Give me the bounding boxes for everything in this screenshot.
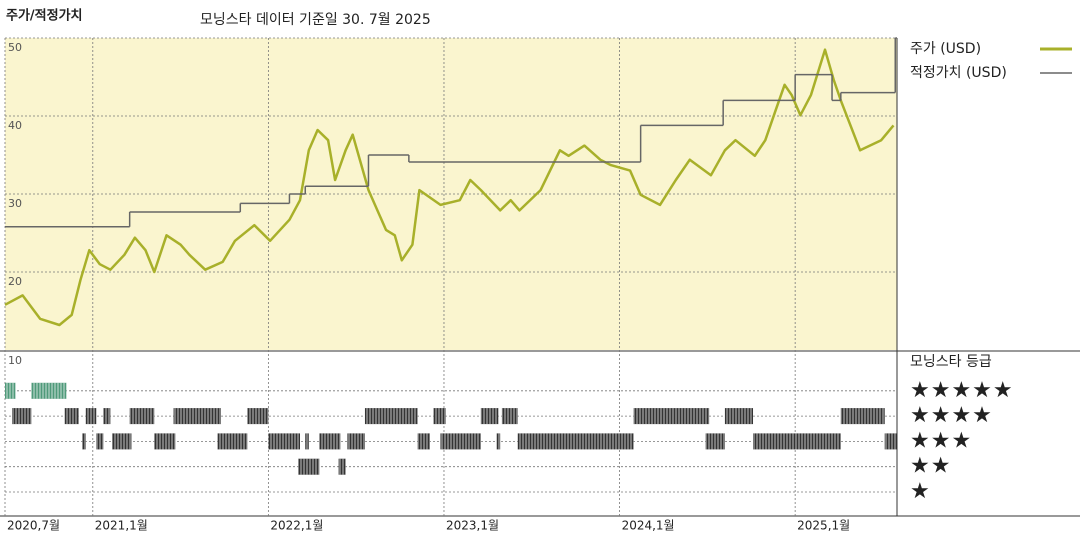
y-tick-label: 20	[8, 275, 22, 288]
rating-bar-hatch	[440, 433, 481, 450]
rating-bar-hatch	[753, 433, 841, 450]
rating-bar-hatch	[433, 408, 446, 425]
x-tick-label: 2024,1월	[622, 519, 675, 533]
rating-bar-hatch	[154, 433, 176, 450]
rating-bar-hatch	[12, 408, 32, 425]
x-tick-label: 2023,1월	[446, 519, 499, 533]
price-line	[4, 48, 895, 327]
y-tick-label: 30	[8, 197, 22, 210]
rating-bar-hatch	[724, 408, 754, 425]
rating-bar-hatch	[417, 433, 430, 450]
rating-bar-hatch	[31, 382, 67, 399]
rating-bar-hatch	[319, 433, 341, 450]
rating-bar-hatch	[298, 458, 320, 475]
y-tick-label: 50	[8, 41, 22, 54]
rating-bar-hatch	[347, 433, 365, 450]
rating-bar-hatch	[217, 433, 248, 450]
rating-bar-hatch	[268, 433, 300, 450]
rating-bar-hatch	[82, 433, 86, 450]
rating-bar-hatch	[884, 433, 897, 450]
rating-bar-hatch	[173, 408, 221, 425]
rating-bar-hatch	[305, 433, 309, 450]
rating-bar-hatch	[64, 408, 79, 425]
rating-bar-hatch	[129, 408, 155, 425]
rating-bar-hatch	[496, 433, 501, 450]
legend-label: 적정가치 (USD)	[910, 65, 1007, 81]
legend-label: 주가 (USD)	[910, 41, 981, 57]
rating-bar-hatch	[705, 433, 725, 450]
rating-label: ★★	[910, 454, 951, 479]
rating-bar-hatch	[85, 408, 97, 425]
rating-title: 모닝스타 등급	[910, 354, 992, 370]
rating-bar-hatch	[247, 408, 269, 425]
rating-label: ★	[910, 479, 931, 504]
rating-bar-hatch	[338, 458, 346, 475]
x-tick-label: 2020,7월	[7, 519, 60, 533]
chart-title: 주가/적정가치	[6, 8, 83, 24]
rating-bar-hatch	[5, 382, 16, 399]
x-tick-label: 2025,1월	[797, 519, 850, 533]
y-tick-label: 40	[8, 119, 22, 132]
rating-bar-hatch	[96, 433, 104, 450]
rating-bar-hatch	[633, 408, 710, 425]
rating-bar-hatch	[501, 408, 518, 425]
rating-bar-hatch	[364, 408, 418, 425]
rating-bar-hatch	[840, 408, 885, 425]
rating-bar-hatch	[112, 433, 132, 450]
rating-bar-hatch	[480, 408, 499, 425]
rating-bar-hatch	[103, 408, 111, 425]
rating-bar-hatch	[517, 433, 634, 450]
x-tick-label: 2022,1월	[270, 519, 323, 533]
rating-label: ★★★★★	[910, 378, 1014, 403]
rating-panel-label: 10	[8, 354, 22, 367]
rating-label: ★★★★	[910, 403, 993, 428]
rating-label: ★★★	[910, 428, 972, 453]
chart-subtitle: 모닝스타 데이터 기준일 30. 7월 2025	[200, 12, 431, 28]
x-tick-label: 2021,1월	[95, 519, 148, 533]
